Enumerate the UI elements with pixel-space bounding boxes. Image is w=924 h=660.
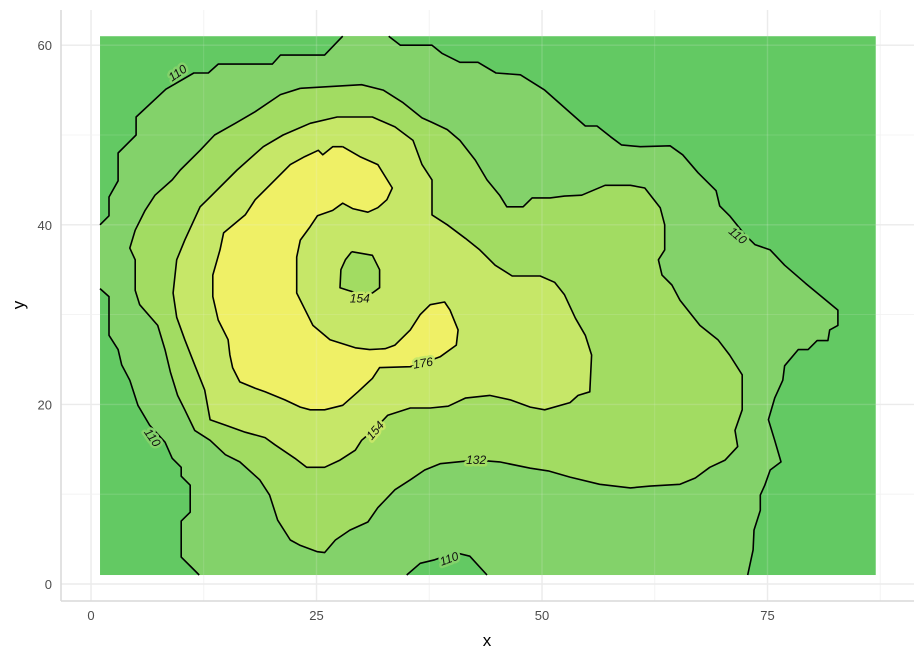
grid-overlay (61, 10, 914, 601)
contour-line-132 (129, 83, 743, 554)
contour-label: 154 (350, 291, 370, 305)
contour-line-176 (212, 145, 459, 411)
y-tick-label: 0 (45, 577, 52, 592)
y-tick-label: 20 (38, 397, 52, 412)
contour-label: 176 (412, 354, 434, 371)
contour-line-154 (339, 250, 381, 295)
y-tick-label: 60 (38, 38, 52, 53)
contour-lines (99, 35, 839, 576)
contour-line-110 (99, 35, 344, 226)
contour-fills (100, 36, 876, 576)
contour-line-110 (406, 551, 488, 576)
x-tick-label: 50 (535, 608, 549, 623)
y-tick-label: 40 (38, 218, 52, 233)
contour-line-154 (172, 116, 593, 469)
x-tick-label: 0 (87, 608, 94, 623)
contour-line-110 (388, 35, 839, 576)
y-axis-title: y (9, 300, 28, 309)
contour-band-154 (340, 251, 380, 294)
x-tick-label: 25 (309, 608, 323, 623)
x-tick-label: 75 (760, 608, 774, 623)
contour-label: 132 (466, 453, 486, 467)
x-axis-title: x (483, 631, 492, 650)
contour-line-110 (99, 288, 200, 576)
axis-ticks: 0 25 50 75 0 20 40 60 (38, 38, 775, 623)
